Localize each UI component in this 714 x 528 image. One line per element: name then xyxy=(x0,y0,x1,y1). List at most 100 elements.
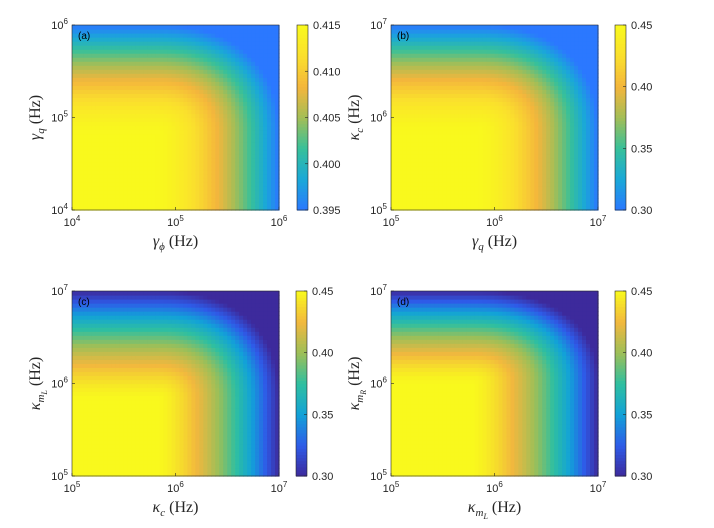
heatmap-cell xyxy=(143,157,149,163)
heatmap-cell xyxy=(594,81,599,86)
heatmap-cell xyxy=(199,185,204,191)
heatmap-cell xyxy=(263,61,268,66)
heatmap-cell xyxy=(163,73,169,78)
heatmap-cell xyxy=(494,193,500,199)
heatmap-cell xyxy=(119,201,125,207)
heatmap-cell xyxy=(275,177,280,183)
heatmap-cell xyxy=(95,69,101,74)
heatmap-cell xyxy=(271,165,276,171)
heatmap-cell xyxy=(594,173,599,179)
colorbar-step xyxy=(297,157,308,162)
heatmap-cell xyxy=(151,41,157,46)
colorbar-step xyxy=(615,40,626,45)
heatmap-cell xyxy=(183,117,189,123)
heatmap-cell xyxy=(111,61,117,66)
heatmap-cell xyxy=(391,197,396,203)
heatmap-cell xyxy=(127,137,133,143)
heatmap-cell xyxy=(458,173,464,179)
heatmap-cell xyxy=(91,165,97,171)
heatmap-cell xyxy=(406,125,412,131)
heatmap-cell xyxy=(95,153,101,159)
heatmap-cell xyxy=(546,165,551,171)
heatmap-cell xyxy=(131,169,137,175)
heatmap-cell xyxy=(223,57,228,62)
heatmap-cell xyxy=(127,133,133,139)
heatmap-cell xyxy=(406,113,412,119)
heatmap-cell xyxy=(79,157,85,163)
heatmap-cell xyxy=(183,201,189,207)
heatmap-cell xyxy=(478,169,484,175)
heatmap-cell xyxy=(406,45,412,50)
heatmap-cell xyxy=(147,173,153,179)
colorbar-step xyxy=(297,68,308,72)
heatmap-cell xyxy=(414,165,420,171)
heatmap-cell xyxy=(578,57,583,62)
heatmap-cell xyxy=(518,125,523,131)
heatmap-cell xyxy=(72,161,77,167)
heatmap-cell xyxy=(414,189,420,195)
heatmap-cell xyxy=(99,181,105,187)
heatmap-cell xyxy=(255,25,260,30)
heatmap-cell xyxy=(171,161,177,167)
heatmap-cell xyxy=(430,137,436,143)
heatmap-cell xyxy=(243,37,248,42)
heatmap-cell xyxy=(123,49,129,54)
heatmap-cell xyxy=(75,41,81,46)
heatmap-cell xyxy=(75,193,81,199)
heatmap-cell xyxy=(482,201,488,207)
heatmap-cell xyxy=(590,69,595,74)
x-axis-label: γq (Hz) xyxy=(472,233,517,253)
heatmap-cell xyxy=(526,45,531,50)
colorbar-step xyxy=(615,95,626,100)
heatmap-cell xyxy=(143,153,149,159)
heatmap-cell xyxy=(558,101,563,107)
heatmap-cell xyxy=(167,93,173,98)
heatmap-cell xyxy=(574,101,579,107)
heatmap-cell xyxy=(119,149,125,155)
heatmap-cell xyxy=(526,173,531,179)
heatmap-cell xyxy=(271,141,276,147)
heatmap-cell xyxy=(155,189,161,195)
heatmap-cell xyxy=(267,185,272,191)
heatmap-cell xyxy=(131,181,137,187)
heatmap-cell xyxy=(75,201,81,207)
heatmap-cell xyxy=(235,33,240,38)
heatmap-cell xyxy=(426,81,432,86)
heatmap-cell xyxy=(139,169,145,175)
heatmap-cell xyxy=(414,37,420,42)
heatmap-cell xyxy=(506,77,512,82)
heatmap-cell xyxy=(414,53,420,58)
heatmap-cell xyxy=(115,101,121,107)
heatmap-cell xyxy=(482,133,488,139)
heatmap-cell xyxy=(215,77,220,82)
heatmap-cell xyxy=(402,65,408,70)
heatmap-cell xyxy=(163,165,169,171)
heatmap-cell xyxy=(107,33,113,38)
heatmap-cell xyxy=(255,81,260,86)
heatmap-cell xyxy=(99,37,105,42)
heatmap-cell xyxy=(115,133,121,139)
heatmap-cell xyxy=(123,105,129,111)
heatmap-cell xyxy=(267,101,272,107)
heatmap-cell xyxy=(470,101,476,107)
heatmap-cell xyxy=(486,69,492,74)
heatmap-cell xyxy=(446,25,452,30)
heatmap-cell xyxy=(147,89,153,94)
heatmap-cell xyxy=(518,105,523,111)
heatmap-cell xyxy=(127,29,133,34)
heatmap-cell xyxy=(147,121,153,127)
heatmap-cell xyxy=(426,101,432,107)
heatmap-cell xyxy=(582,129,587,135)
heatmap-cell xyxy=(155,77,161,82)
colorbar-step xyxy=(615,86,626,91)
heatmap-cell xyxy=(175,153,181,159)
heatmap-cell xyxy=(526,177,531,183)
heatmap-cell xyxy=(530,121,535,127)
heatmap-cell xyxy=(103,49,109,54)
heatmap-cell xyxy=(394,185,400,191)
heatmap-cell xyxy=(159,117,165,123)
heatmap-cell xyxy=(546,65,551,70)
heatmap-cell xyxy=(554,57,559,62)
heatmap-cell xyxy=(478,197,484,203)
heatmap-cell xyxy=(227,145,232,151)
